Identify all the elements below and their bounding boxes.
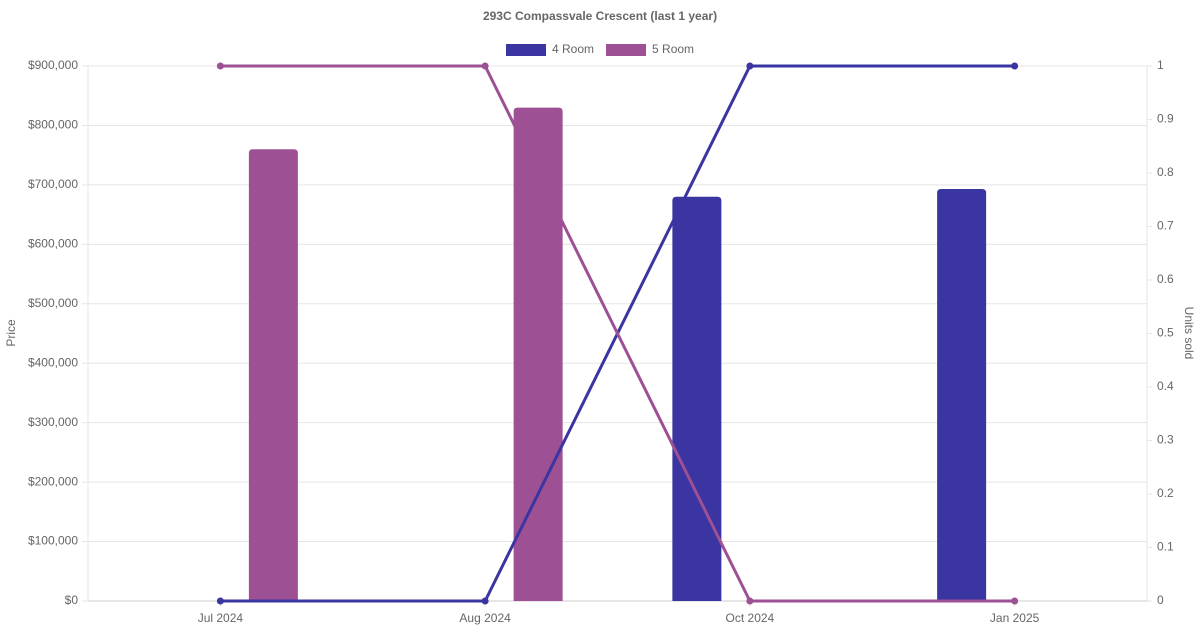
units-point — [481, 62, 489, 70]
y-tick-label: $600,000 — [28, 237, 78, 251]
y-tick-label: $900,000 — [28, 58, 78, 72]
y2-tick-label: 1 — [1157, 58, 1164, 72]
x-tick-label: Oct 2024 — [726, 611, 775, 625]
y2-tick-label: 0.9 — [1157, 112, 1174, 126]
y2-tick-label: 0.7 — [1157, 219, 1174, 233]
y2-tick-label: 0.5 — [1157, 326, 1174, 340]
bar — [513, 107, 563, 601]
y2-tick-label: 0.8 — [1157, 165, 1174, 179]
bar — [937, 189, 987, 602]
y-axis-title: Price — [4, 319, 18, 347]
y-tick-label: $0 — [65, 593, 79, 607]
y2-tick-label: 0.6 — [1157, 272, 1174, 286]
units-point — [746, 597, 754, 605]
legend-label: 5 Room — [652, 42, 694, 56]
y-tick-label: $800,000 — [28, 118, 78, 132]
y-tick-label: $700,000 — [28, 177, 78, 191]
bar — [248, 149, 298, 601]
y2-tick-label: 0.1 — [1157, 540, 1174, 554]
y-tick-label: $100,000 — [28, 534, 78, 548]
units-point — [1011, 597, 1019, 605]
legend-swatch — [606, 44, 647, 56]
units-point — [746, 62, 754, 70]
y-tick-label: $200,000 — [28, 474, 78, 488]
y2-tick-label: 0.2 — [1157, 486, 1174, 500]
legend-label: 4 Room — [552, 42, 594, 56]
units-point — [216, 62, 224, 70]
y2-tick-label: 0.3 — [1157, 433, 1174, 447]
y2-tick-label: 0 — [1157, 593, 1164, 607]
y-tick-label: $300,000 — [28, 415, 78, 429]
units-point — [216, 597, 224, 605]
units-line — [220, 64, 1015, 603]
legend-swatch — [506, 44, 546, 56]
y2-tick-label: 0.4 — [1157, 379, 1174, 393]
x-tick-label: Jul 2024 — [198, 611, 244, 625]
y-tick-label: $500,000 — [28, 296, 78, 310]
units-point — [481, 597, 489, 605]
y-tick-label: $400,000 — [28, 355, 78, 369]
chart-title: 293C Compassvale Crescent (last 1 year) — [483, 9, 717, 23]
x-tick-label: Jan 2025 — [990, 611, 1040, 625]
y2-axis-title: Units sold — [1182, 307, 1196, 360]
x-tick-label: Aug 2024 — [459, 611, 511, 625]
units-point — [1011, 62, 1019, 70]
bar — [672, 196, 722, 601]
